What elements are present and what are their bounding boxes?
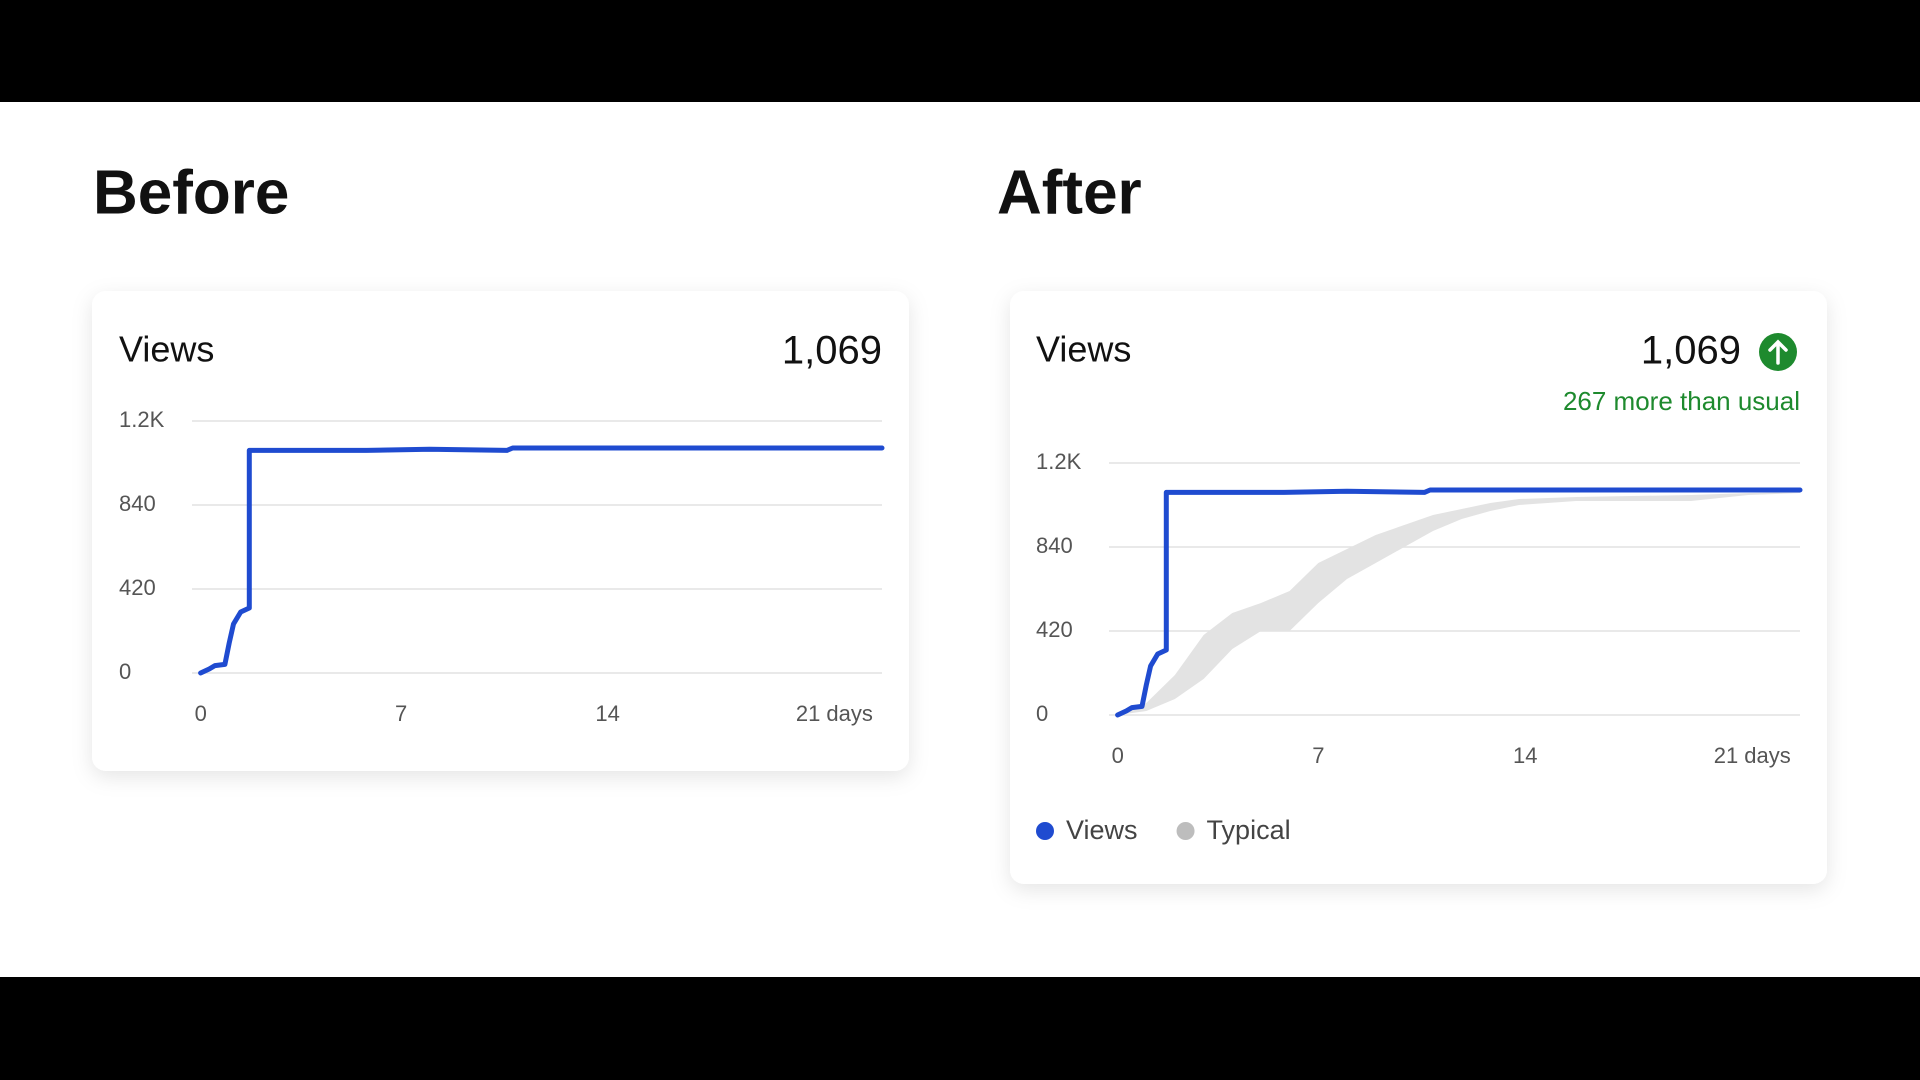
y-tick-label: 0 (119, 659, 131, 684)
legend-label: Typical (1207, 815, 1291, 845)
y-tick-label: 420 (1036, 617, 1073, 642)
total-value: 1,069 (782, 329, 882, 373)
y-tick-label: 840 (119, 491, 156, 516)
x-tick-label: 21 days (796, 701, 873, 726)
y-tick-label: 1.2K (119, 407, 165, 432)
x-tick-label: 21 days (1714, 743, 1791, 768)
card (1010, 291, 1827, 884)
legend-swatch (1176, 822, 1195, 840)
up-arrow-glyph (1768, 339, 1788, 365)
x-tick-label: 14 (1513, 743, 1537, 768)
card-title: Views (1036, 329, 1131, 370)
legend-label: Views (1066, 815, 1138, 845)
section-heading: Before (93, 158, 289, 227)
x-tick-label: 7 (1312, 743, 1324, 768)
views-line (198, 445, 885, 676)
y-tick-label: 420 (119, 575, 156, 600)
card (92, 291, 909, 771)
x-tick-label: 14 (595, 701, 619, 726)
y-tick-label: 0 (1036, 701, 1048, 726)
card-title: Views (119, 329, 214, 370)
section-heading: After (997, 158, 1142, 227)
total-value: 1,069 (1641, 329, 1741, 373)
x-tick-label: 7 (395, 701, 407, 726)
x-tick-label: 0 (195, 701, 207, 726)
views-line (1115, 487, 1803, 718)
y-tick-label: 840 (1036, 533, 1073, 558)
x-tick-label: 0 (1112, 743, 1124, 768)
comparison-text: 267 more than usual (1563, 386, 1800, 416)
legend-swatch (1036, 822, 1054, 840)
y-tick-label: 1.2K (1036, 449, 1082, 474)
